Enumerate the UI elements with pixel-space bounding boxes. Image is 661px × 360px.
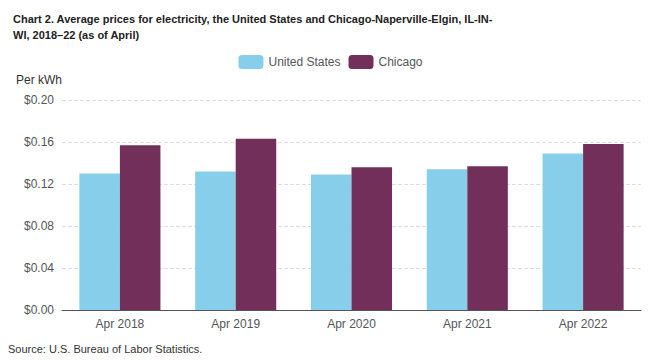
svg-text:Apr 2019: Apr 2019 [211,317,260,331]
svg-text:Chart 2. Average prices for el: Chart 2. Average prices for electricity,… [13,13,493,25]
svg-text:Apr 2020: Apr 2020 [327,317,376,331]
svg-text:United States: United States [268,55,340,69]
svg-text:$0.16: $0.16 [24,135,54,149]
svg-text:Per kWh: Per kWh [16,73,62,87]
svg-text:$0.04: $0.04 [24,261,54,275]
svg-text:Apr 2022: Apr 2022 [559,317,608,331]
svg-text:$0.20: $0.20 [24,93,54,107]
svg-text:Source: U.S. Bureau of Labor S: Source: U.S. Bureau of Labor Statistics. [8,343,202,355]
svg-text:Apr 2018: Apr 2018 [96,317,145,331]
svg-text:Apr 2021: Apr 2021 [443,317,492,331]
svg-text:$0.00: $0.00 [24,303,54,317]
svg-text:$0.08: $0.08 [24,219,54,233]
svg-text:WI, 2018–22 (as of April): WI, 2018–22 (as of April) [13,29,139,41]
svg-text:$0.12: $0.12 [24,177,54,191]
svg-text:Chicago: Chicago [379,55,423,69]
